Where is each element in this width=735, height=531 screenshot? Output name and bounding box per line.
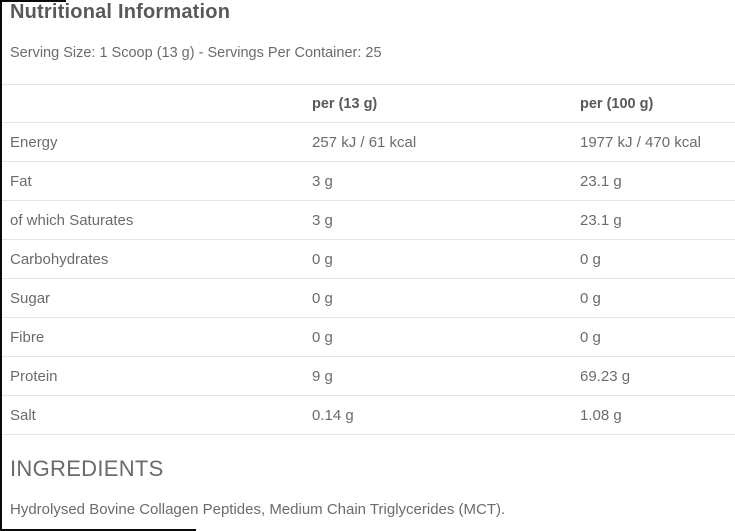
row-label: Fat <box>10 172 32 190</box>
ingredients-text: Hydrolysed Bovine Collagen Peptides, Med… <box>10 501 506 518</box>
table-row-salt: Salt 0.14 g 1.08 g <box>2 395 735 435</box>
row-per-100g: 0 g <box>580 250 601 268</box>
header-per-13g: per (13 g) <box>312 95 378 112</box>
row-per-100g: 1977 kJ / 470 kcal <box>580 133 701 151</box>
table-row-sugar: Sugar 0 g 0 g <box>2 278 735 317</box>
header-per-100g: per (100 g) <box>580 95 654 112</box>
row-label: Salt <box>10 406 36 424</box>
row-label: Carbohydrates <box>10 250 109 268</box>
row-per-13g: 0 g <box>312 289 333 307</box>
table-row-fat: Fat 3 g 23.1 g <box>2 161 735 200</box>
table-row-carbohydrates: Carbohydrates 0 g 0 g <box>2 239 735 278</box>
row-per-13g: 257 kJ / 61 kcal <box>312 133 417 151</box>
nutrition-table: per (13 g) per (100 g) Energy 257 kJ / 6… <box>2 84 735 435</box>
row-per-13g: 0.14 g <box>312 406 354 424</box>
table-row-protein: Protein 9 g 69.23 g <box>2 356 735 395</box>
top-edge-border <box>2 0 66 2</box>
row-label: Sugar <box>10 289 51 307</box>
row-per-13g: 0 g <box>312 328 333 346</box>
serving-info: Serving Size: 1 Scoop (13 g) - Servings … <box>10 45 382 61</box>
row-label: of which Saturates <box>10 211 134 229</box>
row-per-13g: 3 g <box>312 172 333 190</box>
row-per-13g: 0 g <box>312 250 333 268</box>
ingredients-title: INGREDIENTS <box>10 456 164 481</box>
bottom-edge-border <box>2 529 196 531</box>
row-per-100g: 1.08 g <box>580 406 622 424</box>
row-label: Fibre <box>10 328 45 346</box>
row-label: Protein <box>10 367 58 385</box>
row-label: Energy <box>10 133 58 151</box>
row-per-13g: 3 g <box>312 211 333 229</box>
row-per-100g: 23.1 g <box>580 211 622 229</box>
table-header-row: per (13 g) per (100 g) <box>2 84 735 122</box>
table-row-fibre: Fibre 0 g 0 g <box>2 317 735 356</box>
table-row-saturates: of which Saturates 3 g 23.1 g <box>2 200 735 239</box>
row-per-100g: 0 g <box>580 289 601 307</box>
row-per-13g: 9 g <box>312 367 333 385</box>
row-per-100g: 0 g <box>580 328 601 346</box>
page-title: Nutritional Information <box>10 1 231 23</box>
table-row-energy: Energy 257 kJ / 61 kcal 1977 kJ / 470 kc… <box>2 122 735 161</box>
row-per-100g: 23.1 g <box>580 172 622 190</box>
row-per-100g: 69.23 g <box>580 367 631 385</box>
